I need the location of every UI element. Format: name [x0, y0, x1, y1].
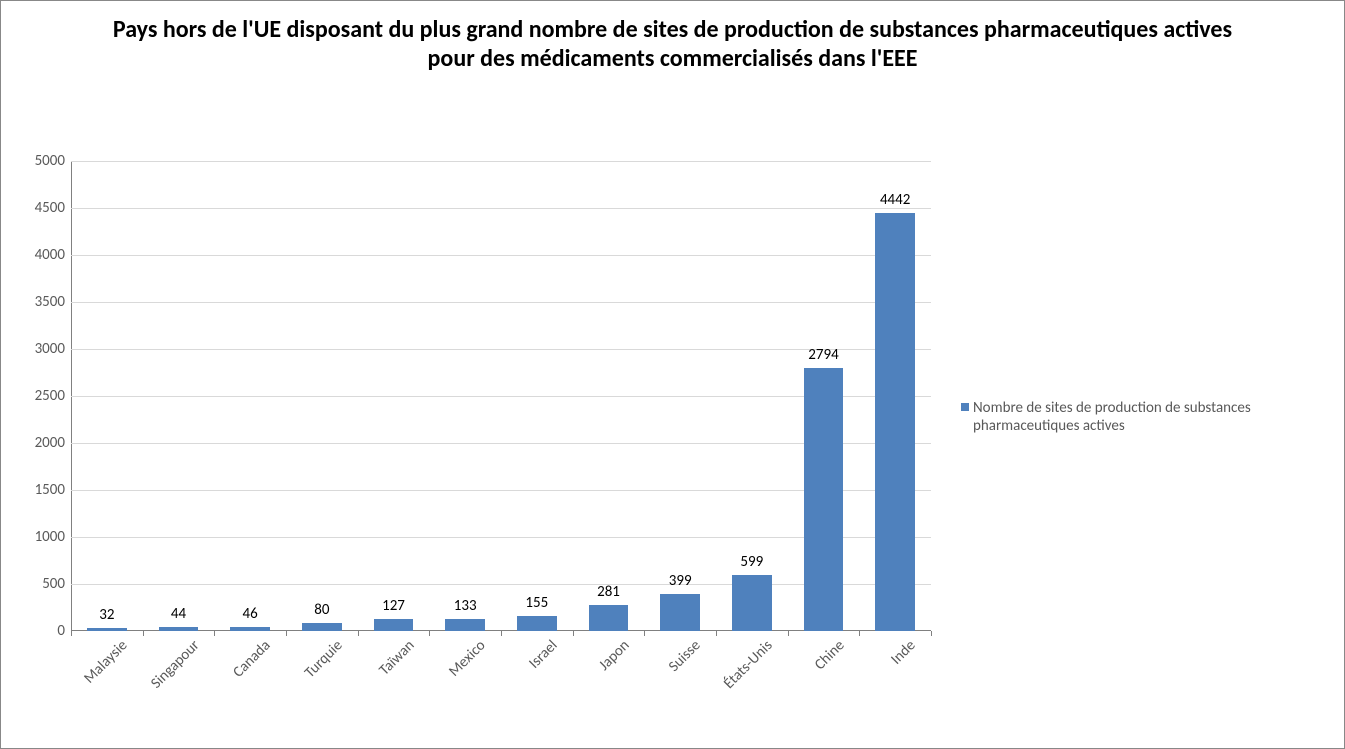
gridline [71, 584, 931, 585]
bar-value-label: 599 [740, 553, 763, 571]
plot-wrap: 0 500 1000 1500 2000 2500 3000 3500 4000 4500 5000… [1, 151, 941, 741]
gridline [71, 255, 931, 256]
bar [230, 627, 269, 631]
x-category-label: Taïwan [370, 631, 418, 679]
bar-value-label: 127 [382, 597, 405, 615]
x-category-label: Inde [882, 631, 919, 668]
x-tick-mark [501, 631, 502, 636]
gridline [71, 349, 931, 350]
x-tick-mark [788, 631, 789, 636]
bar [732, 575, 771, 631]
bar [445, 619, 484, 632]
x-tick-mark [358, 631, 359, 636]
x-category-label: Chine [805, 631, 848, 674]
x-tick-mark [143, 631, 144, 636]
bar-value-label: 281 [597, 583, 620, 601]
x-category-label: Mexico [440, 631, 490, 681]
plot-area: 0500100015002000250030003500400045005000… [71, 161, 931, 631]
bar-value-label: 32 [99, 606, 114, 624]
y-tick-label: 2500 [35, 387, 71, 405]
x-category-label: Japon [589, 631, 633, 675]
bar-value-label: 44 [171, 605, 186, 623]
y-tick-label: 1500 [35, 481, 71, 499]
x-category-label: Israel [520, 631, 561, 672]
y-tick-label: 5000 [35, 152, 71, 170]
bar [87, 628, 126, 631]
x-tick-mark [859, 631, 860, 636]
x-category-label: Turquie [295, 631, 346, 682]
bar [517, 616, 556, 631]
plot-and-legend: 0 500 1000 1500 2000 2500 3000 3500 4000 4500 5000… [1, 151, 1344, 748]
bar-value-label: 2794 [808, 346, 838, 364]
x-tick-mark [429, 631, 430, 636]
x-tick-mark [286, 631, 287, 636]
x-category-label: Canada [224, 631, 274, 681]
gridline [71, 208, 931, 209]
gridline [71, 537, 931, 538]
y-tick-label: 4500 [35, 199, 71, 217]
y-tick-label: 3000 [35, 340, 71, 358]
legend-label: Nombre de sites de production de substan… [973, 399, 1321, 435]
bar-value-label: 133 [454, 597, 477, 615]
bar-value-label: 155 [525, 594, 548, 612]
bar [804, 368, 843, 631]
x-category-label: Malaysie [75, 631, 131, 687]
gridline [71, 443, 931, 444]
bar [660, 594, 699, 632]
x-tick-mark [644, 631, 645, 636]
y-tick-label: 4000 [35, 246, 71, 264]
bar-value-label: 399 [669, 572, 692, 590]
gridline [71, 161, 931, 162]
y-tick-label: 2000 [35, 434, 71, 452]
gridline [71, 302, 931, 303]
x-tick-mark [931, 631, 932, 636]
legend: Nombre de sites de production de substan… [961, 399, 1321, 435]
gridline [71, 490, 931, 491]
x-tick-mark [214, 631, 215, 636]
chart-title: Pays hors de l'UE disposant du plus gran… [1, 1, 1344, 78]
bar-value-label: 46 [243, 605, 258, 623]
chart-container: Pays hors de l'UE disposant du plus gran… [0, 0, 1345, 749]
bar [374, 619, 413, 631]
bar [159, 627, 198, 631]
bar [875, 213, 914, 631]
x-category-label: Suisse [660, 631, 705, 676]
x-tick-mark [71, 631, 72, 636]
y-tick-label: 500 [42, 575, 71, 593]
x-category-label: Singapour [141, 631, 203, 693]
bar [302, 623, 341, 631]
gridline [71, 396, 931, 397]
legend-swatch [961, 403, 969, 411]
y-tick-label: 0 [57, 622, 71, 640]
y-tick-label: 1000 [35, 528, 71, 546]
bar-value-label: 4442 [880, 191, 910, 209]
x-category-label: États-Unis [714, 631, 776, 693]
bar-value-label: 80 [314, 601, 329, 619]
x-tick-mark [573, 631, 574, 636]
y-tick-label: 3500 [35, 293, 71, 311]
x-tick-mark [716, 631, 717, 636]
bar [589, 605, 628, 631]
